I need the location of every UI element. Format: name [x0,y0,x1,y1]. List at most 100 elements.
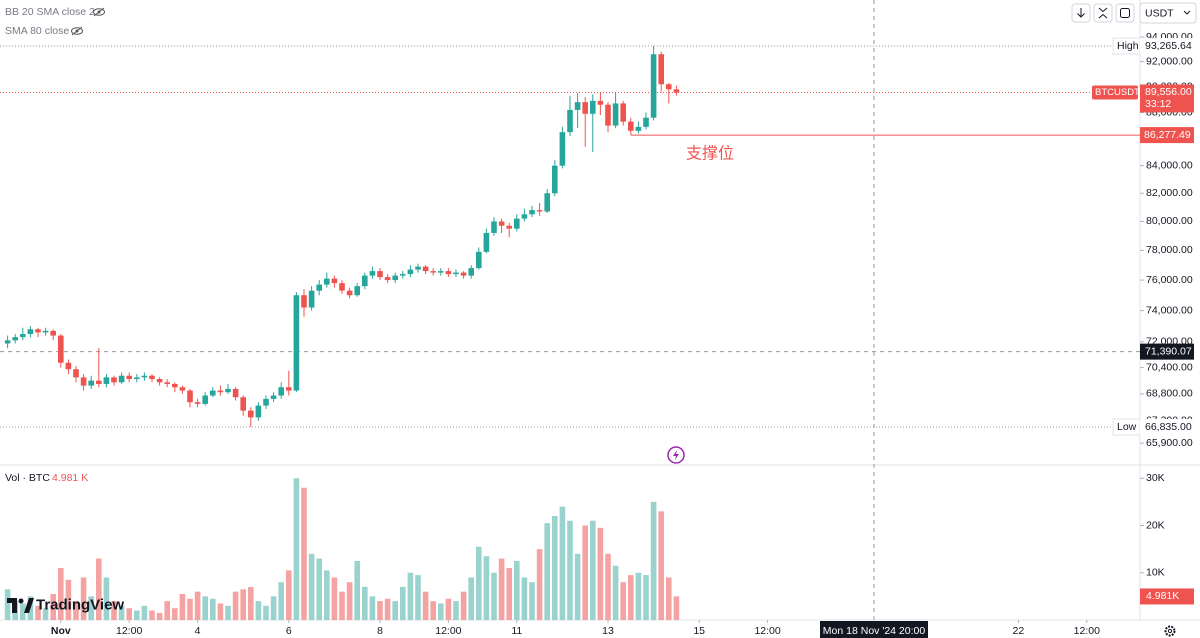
candle-body [12,337,18,341]
candle-body [172,383,178,388]
support-label: 支撑位 [686,144,734,162]
plot [0,0,1140,620]
candle-body [4,340,11,344]
candle-body [544,193,550,212]
volume-bar [536,549,543,620]
candle-body [286,387,292,391]
candle-body [293,295,300,391]
symbol-tag: BTCUSDT [1095,87,1140,98]
volume-bar [339,591,345,620]
volume-bar [240,589,246,620]
candle-body [407,269,414,275]
candle-body [415,266,421,270]
candle-body [240,397,246,411]
volume-bar [628,575,634,620]
indicator-label[interactable]: SMA 80 close [5,25,69,37]
x-tick-label: 4 [195,625,201,637]
indicator-label[interactable]: BB 20 SMA close 2 [5,6,95,18]
volume-bar [582,525,588,620]
candle-body [506,225,512,229]
candle-body [202,395,208,404]
volume-bar [35,605,41,620]
candle-body [35,329,41,333]
volume-bar [544,523,550,620]
volume-bar [673,596,680,620]
last-price-box [1140,84,1194,113]
volume-bar [263,605,269,620]
candle-body [50,330,56,336]
y-tick-label: 10K [1146,567,1165,579]
candle-body [149,375,155,380]
last-price: 89,556.00 [1145,86,1192,98]
candle-body [400,274,406,276]
x-tick-label: 12:00 [435,625,461,637]
candle-body [210,390,216,396]
volume-bar [255,601,262,620]
volume-bar [316,558,322,620]
y-tick-label: 80,000.00 [1146,215,1193,227]
reset-button[interactable] [1115,3,1135,23]
x-tick-label: 22 [1013,625,1025,637]
candle-body [498,221,505,226]
y-tick-label: 70,400.00 [1146,361,1193,373]
candle-body [179,387,186,391]
eye-icon[interactable] [71,26,83,36]
x-tick-label: Nov [51,625,71,637]
settings-icon[interactable] [1164,625,1176,637]
events-icon[interactable] [667,446,685,464]
candle-body [559,132,566,166]
currency-label[interactable]: USDT [1145,7,1174,19]
fit-button[interactable] [1093,3,1113,23]
volume-bar [232,591,239,620]
volume-bar [324,570,330,620]
volume-bar [20,603,26,620]
volume-bar [567,520,573,620]
x-tick-label: 6 [286,625,292,637]
candle-body [483,232,490,252]
candle-body [225,388,231,393]
high-value-box [1140,38,1194,55]
volume-bar [126,608,132,620]
volume-bar [666,577,672,620]
candle-body [42,330,49,333]
candle-body [118,375,125,383]
candle-body [232,388,239,398]
volume-bar [552,516,558,620]
volume-bar [225,605,231,620]
candle-body [27,329,34,334]
volume-bar [270,596,277,620]
volume-bar [217,603,224,620]
volume-bar [377,601,383,620]
candle-body [635,126,642,131]
y-tick-label: 30K [1146,472,1165,484]
candle-body [354,286,360,296]
currency-select[interactable] [1139,2,1197,24]
candle-body [658,54,664,85]
candle-body [96,380,102,384]
crosshair-time: Mon 18 Nov '24 20:00 [823,625,926,637]
candle-body [590,100,596,114]
volume-bar [65,579,72,620]
volume-bar [407,572,414,620]
candle-body [476,251,482,269]
candle-body [270,395,277,399]
volume-bar [574,553,581,620]
support-value: 86,277.49 [1144,129,1191,141]
candle-body [430,271,436,273]
candle-body [331,278,338,284]
candle-body [552,165,558,194]
candle-body [187,390,193,403]
candle-body [73,369,79,378]
x-tick-label: 12:00 [754,625,780,637]
candle-body [103,377,110,384]
candle-body [605,104,611,126]
volume-bar [529,582,535,620]
candle-body [65,362,72,370]
candle-body [574,102,581,110]
volume-bar [384,598,391,620]
volume-bar [278,582,284,620]
eye-icon[interactable] [93,7,105,17]
candle-body [392,275,398,281]
volume-bar [103,577,110,620]
